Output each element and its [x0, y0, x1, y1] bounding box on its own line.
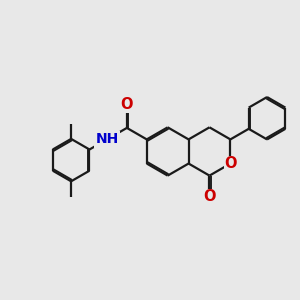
Text: O: O [121, 97, 133, 112]
Text: O: O [225, 156, 237, 171]
Text: NH: NH [95, 132, 119, 146]
Text: O: O [203, 189, 216, 204]
